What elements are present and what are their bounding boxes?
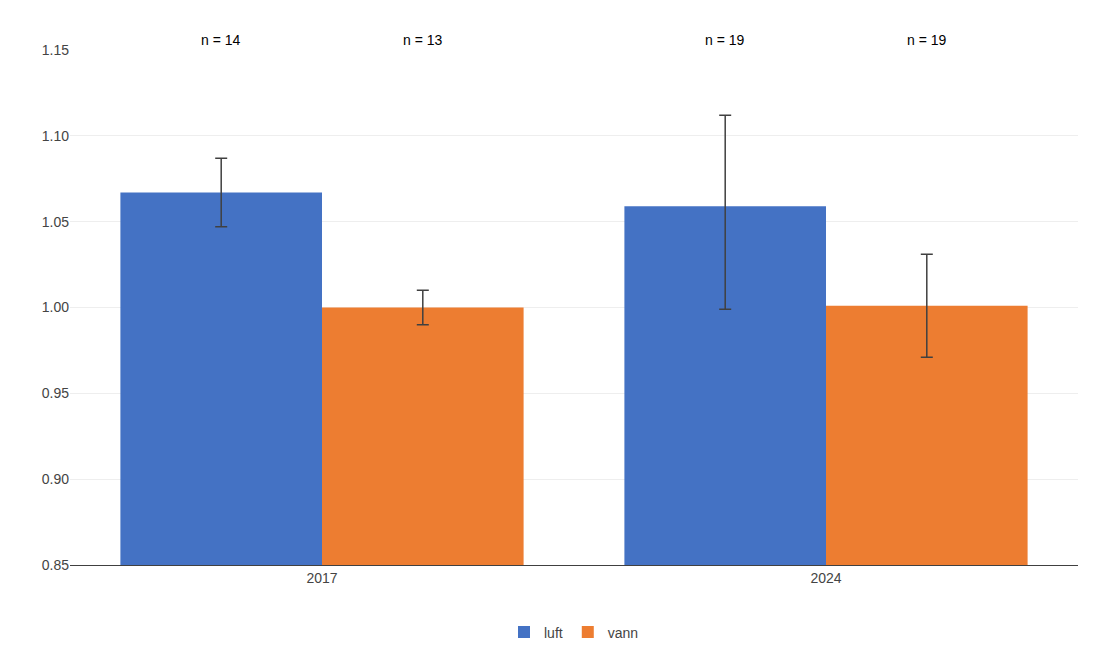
svg-text:n = 19: n = 19: [907, 32, 947, 48]
svg-text:1.10: 1.10: [42, 128, 69, 144]
svg-text:2017: 2017: [306, 570, 337, 586]
svg-text:0.90: 0.90: [42, 471, 69, 487]
svg-text:n = 14: n = 14: [201, 32, 241, 48]
svg-text:1.05: 1.05: [42, 214, 69, 230]
svg-text:1.00: 1.00: [42, 299, 69, 315]
svg-text:2024: 2024: [810, 570, 841, 586]
svg-text:luft: luft: [544, 625, 563, 641]
svg-text:0.85: 0.85: [42, 557, 69, 573]
svg-text:vann: vann: [608, 625, 638, 641]
svg-text:n = 19: n = 19: [705, 32, 745, 48]
svg-text:0.95: 0.95: [42, 385, 69, 401]
svg-text:n = 13: n = 13: [403, 32, 443, 48]
svg-text:1.15: 1.15: [42, 42, 69, 58]
